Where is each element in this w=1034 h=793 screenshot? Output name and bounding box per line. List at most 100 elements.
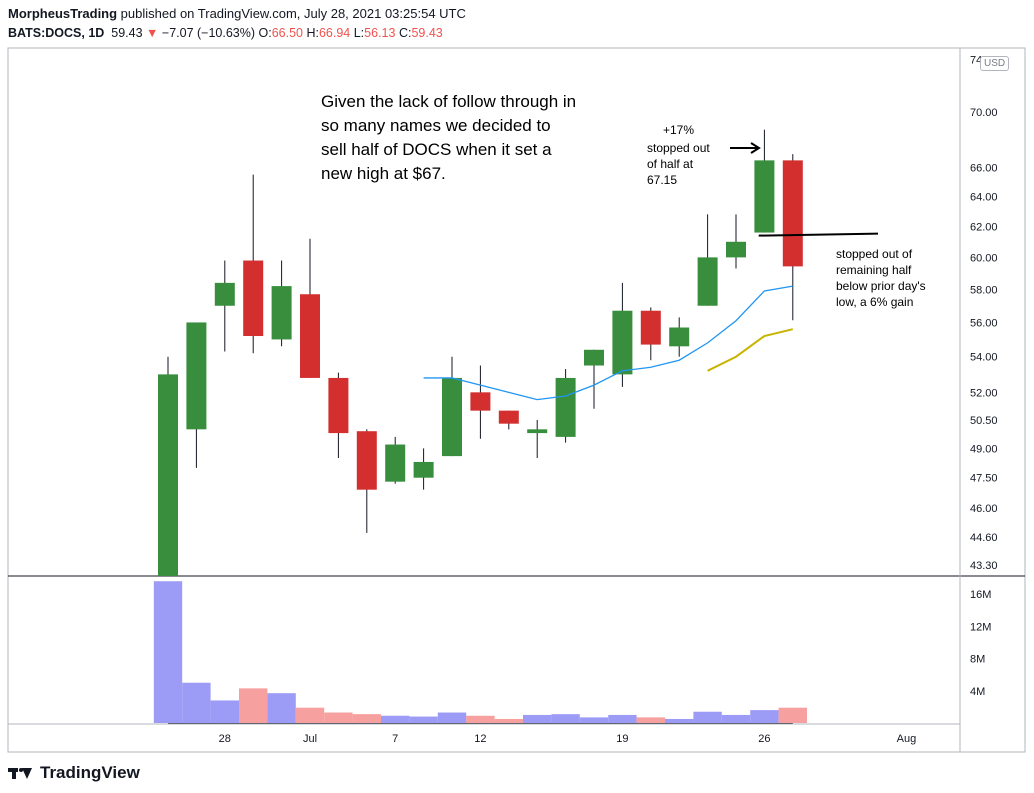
candle-body	[527, 429, 548, 434]
publisher-name: MorpheusTrading	[8, 6, 118, 21]
price-tick-label: 44.60	[970, 532, 998, 544]
volume-bar	[153, 581, 183, 723]
low-value: 56.13	[364, 26, 396, 40]
footer-logo[interactable]: TradingView	[8, 763, 140, 783]
ma-slow-line	[707, 328, 794, 372]
candle-body	[697, 257, 718, 306]
volume-bar	[665, 718, 694, 723]
candle-body	[300, 294, 320, 378]
volume-bar	[381, 715, 410, 723]
price-tick-label: 50.50	[970, 415, 998, 427]
currency-badge[interactable]: USD	[980, 56, 1010, 71]
volume-bar	[693, 711, 722, 723]
volume-bar	[239, 688, 268, 723]
volume-bar	[210, 700, 239, 723]
candle-body	[754, 160, 775, 233]
volume-bar	[267, 693, 296, 723]
candle-body	[385, 444, 406, 482]
price-tick-label: 58.00	[970, 284, 998, 296]
price-pane	[158, 129, 879, 576]
price-tick-label: 49.00	[970, 443, 998, 455]
publish-info: MorpheusTrading published on TradingView…	[8, 6, 466, 21]
open-value: 66.50	[271, 26, 303, 40]
price-tick-label: 43.30	[970, 560, 998, 572]
high-label: H:	[306, 26, 319, 40]
candle-body	[186, 322, 207, 430]
annotation-stopped-half: stopped out of half at 67.15	[647, 141, 710, 187]
volume-bar	[636, 717, 665, 723]
candle-body	[555, 377, 576, 437]
volume-pane	[153, 581, 807, 724]
stop-line	[758, 232, 879, 237]
volume-tick-label: 16M	[970, 589, 991, 601]
high-value: 66.94	[318, 26, 351, 40]
candle-body	[640, 310, 661, 345]
low-label: L:	[353, 26, 365, 40]
annotation-stopped-remaining: stopped out of remaining half below prio…	[836, 247, 926, 309]
price-tick-label: 47.50	[970, 473, 998, 485]
candle-body	[669, 327, 690, 347]
tradingview-logo-icon	[8, 766, 34, 780]
change-arrow-icon: ▼	[146, 26, 159, 40]
volume-bar	[579, 717, 609, 723]
volume-bar	[437, 712, 467, 723]
volume-bar	[551, 714, 580, 723]
candle-body	[726, 241, 746, 258]
candle-body	[158, 374, 178, 576]
close-value: 59.43	[411, 26, 443, 40]
annotation-main: Given the lack of follow through in so m…	[321, 92, 577, 183]
candle-body	[243, 260, 264, 337]
ma-fast-line	[423, 285, 793, 401]
candle-body	[214, 282, 235, 306]
close-label: C:	[398, 26, 412, 40]
published-text: published on TradingView.com, July 28, 2…	[117, 6, 466, 21]
price-tick-label: 64.00	[970, 192, 998, 204]
annotation-arrowhead-icon	[750, 142, 761, 154]
chart-frame	[7, 47, 1026, 753]
time-tick-label: Aug	[897, 733, 917, 745]
candle-body	[584, 349, 604, 366]
price-tick-label: 46.00	[970, 503, 998, 515]
last-price: 59.43	[111, 26, 143, 40]
brand-name: TradingView	[40, 763, 140, 782]
price-tick-label: 60.00	[970, 252, 998, 264]
time-tick-label: 28	[219, 733, 231, 745]
volume-bar	[352, 714, 381, 723]
volume-bar	[324, 712, 353, 723]
price-tick-label: 54.00	[970, 352, 998, 364]
time-tick-label: 7	[392, 733, 398, 745]
symbol-name[interactable]: BATS:DOCS, 1D	[8, 26, 105, 40]
price-tick-label: 62.00	[970, 221, 998, 233]
annotation-gain: +17%	[663, 123, 695, 137]
open-label: O:	[258, 26, 272, 40]
price-tick-label: 56.00	[970, 317, 998, 329]
volume-bar	[182, 682, 211, 723]
candle-body	[271, 286, 292, 340]
symbol-legend: BATS:DOCS, 1D 59.43 ▼ −7.07 (−10.63%) O:…	[8, 26, 443, 40]
candle-body	[356, 431, 377, 490]
volume-bar	[608, 714, 637, 723]
candle-body	[498, 410, 519, 424]
candle-body	[782, 160, 803, 267]
volume-bar	[409, 716, 438, 723]
volume-bar	[494, 718, 523, 723]
candle-body	[612, 310, 633, 375]
volume-bar	[750, 710, 779, 723]
volume-bar	[721, 714, 751, 723]
volume-bar	[523, 714, 552, 723]
volume-tick-label: 4M	[970, 686, 985, 698]
price-tick-label: 52.00	[970, 387, 998, 399]
volume-bar	[778, 707, 807, 723]
volume-tick-label: 12M	[970, 621, 991, 633]
time-tick-label: Jul	[303, 733, 317, 745]
volume-bar	[295, 707, 325, 723]
price-tick-label: 66.00	[970, 162, 998, 174]
price-change: −7.07 (−10.63%)	[161, 26, 256, 40]
time-tick-label: 26	[758, 733, 770, 745]
candle-body	[442, 377, 462, 457]
volume-bar	[466, 715, 495, 723]
time-tick-label: 19	[616, 733, 628, 745]
candle-body	[413, 461, 434, 478]
time-tick-label: 12	[474, 733, 486, 745]
